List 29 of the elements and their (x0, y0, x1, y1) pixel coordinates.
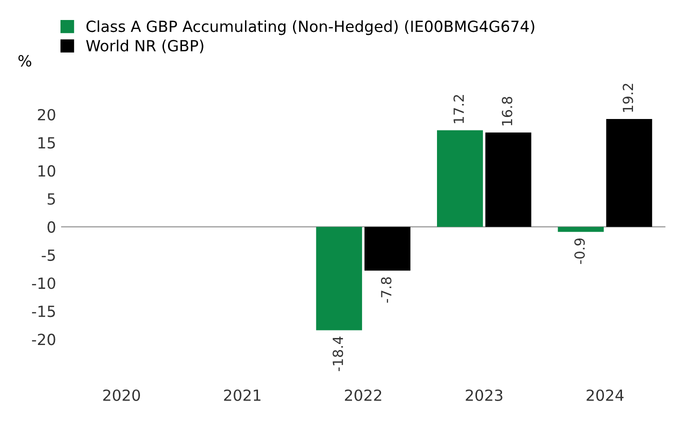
data-label: 19.2 (622, 84, 634, 112)
x-tick-label: 2020 (103, 389, 140, 402)
bar (316, 226, 362, 330)
y-tick-label: 15 (38, 137, 55, 149)
data-label: -7.8 (380, 277, 392, 303)
y-tick-label: 0 (48, 221, 56, 233)
y-tick-label: -5 (42, 250, 55, 261)
y-tick-label: 5 (48, 193, 55, 205)
bar (558, 226, 604, 232)
data-label: -0.9 (574, 238, 585, 264)
data-label: 17.2 (453, 95, 464, 124)
x-tick-label: 2021 (224, 389, 260, 402)
y-tick-label: 10 (38, 165, 56, 177)
data-label: 16.8 (502, 96, 512, 126)
x-tick-label: 2024 (586, 389, 624, 402)
y-tick-label: 20 (38, 108, 56, 120)
y-tick-label: -20 (32, 334, 56, 346)
data-label: -18.4 (332, 336, 344, 372)
x-tick-label: 2022 (344, 389, 382, 402)
bar (485, 132, 532, 227)
bar (364, 226, 410, 271)
y-tick-label: -10 (32, 277, 56, 290)
legend-label: World NR (GBP) (86, 40, 204, 54)
bar (436, 130, 483, 227)
legend-label: Class A GBP Accumulating (Non-Hedged) (IE00BMG4G674) (86, 20, 534, 36)
x-tick-label: 2023 (466, 389, 502, 402)
y-axis-title: % (18, 55, 32, 67)
y-tick-label: -15 (32, 306, 55, 318)
bar (606, 118, 652, 227)
